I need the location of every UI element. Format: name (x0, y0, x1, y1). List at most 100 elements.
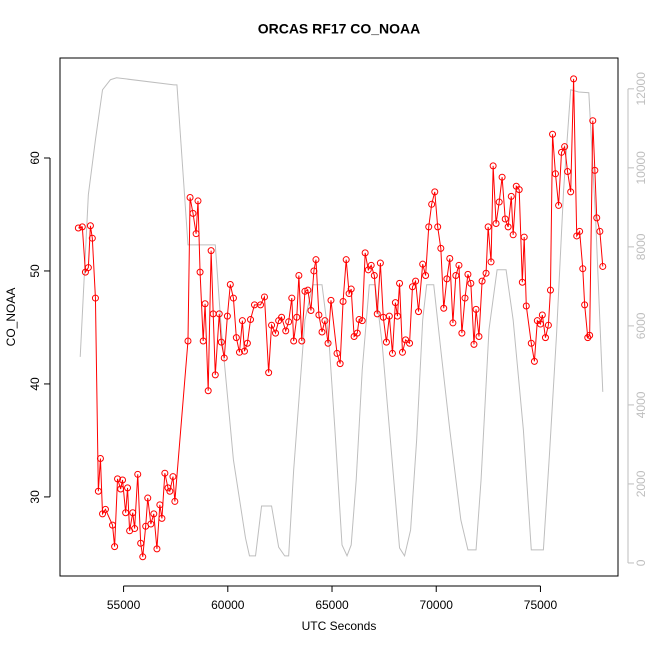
data-point (94, 487, 102, 495)
data-point (455, 261, 463, 269)
data-point (184, 337, 192, 345)
data-point (504, 223, 512, 231)
y2-tick-label: 6000 (634, 312, 648, 339)
data-point (408, 283, 416, 291)
data-point (324, 339, 332, 347)
data-point (402, 336, 410, 344)
data-point (472, 305, 480, 313)
data-point (91, 294, 99, 302)
data-point (260, 293, 268, 301)
data-point (579, 265, 587, 273)
data-point (232, 334, 240, 342)
x-tick-label: 55000 (107, 598, 141, 612)
data-point (422, 271, 430, 279)
data-point (194, 197, 202, 205)
data-point (567, 188, 575, 196)
data-point (484, 223, 492, 231)
data-point (114, 475, 122, 483)
data-point (304, 286, 312, 294)
data-point (393, 312, 401, 320)
data-point (425, 223, 433, 231)
data-point (312, 256, 320, 264)
y2-tick-label: 2000 (634, 470, 648, 497)
data-point (396, 279, 404, 287)
data-point (164, 484, 172, 492)
data-point (96, 455, 104, 463)
x-axis-label: UTC Seconds (302, 619, 377, 633)
data-point (501, 215, 509, 223)
y-tick-label: 40 (28, 377, 42, 391)
data-point (385, 312, 393, 320)
y-tick-label: 30 (28, 490, 42, 504)
data-point (586, 331, 594, 339)
data-point (243, 339, 251, 347)
data-point (192, 230, 200, 238)
x-tick-label: 60000 (211, 598, 245, 612)
data-point (139, 553, 147, 561)
data-point (527, 339, 535, 347)
data-point (538, 311, 546, 319)
y-tick-label: 60 (28, 151, 42, 165)
data-point (522, 302, 530, 310)
data-line (78, 78, 604, 557)
data-point (217, 338, 225, 346)
data-point (355, 316, 363, 324)
data-point (124, 484, 132, 492)
data-point (86, 222, 94, 230)
data-point (431, 188, 439, 196)
data-point (449, 319, 457, 327)
data-point (240, 347, 248, 355)
data-point (591, 166, 599, 174)
data-point (487, 258, 495, 266)
data-point (541, 334, 549, 342)
data-point (268, 321, 276, 329)
data-point (482, 269, 490, 277)
plot-frame (59, 57, 619, 577)
data-point (235, 348, 243, 356)
data-point (78, 223, 86, 231)
data-point (549, 130, 557, 138)
altitude-line (79, 77, 604, 558)
data-point (111, 543, 119, 551)
data-point (272, 329, 280, 337)
data-point (530, 357, 538, 365)
data-point (321, 317, 329, 325)
data-point (599, 262, 607, 270)
data-point (536, 320, 544, 328)
data-point (129, 509, 137, 517)
data-point (347, 285, 355, 293)
data-point (169, 473, 177, 481)
data-point (229, 294, 237, 302)
data-point (156, 501, 164, 509)
data-point (257, 301, 265, 309)
data-point (265, 369, 273, 377)
data-point (434, 223, 442, 231)
data-point (507, 192, 515, 200)
data-point (84, 264, 92, 272)
data-point (576, 227, 584, 235)
data-point (570, 75, 578, 83)
data-point (137, 539, 145, 547)
data-point (419, 260, 427, 268)
data-point (555, 201, 563, 209)
data-point (74, 224, 82, 232)
data-point (358, 317, 366, 325)
data-point (339, 297, 347, 305)
data-point (109, 521, 117, 529)
data-point (333, 349, 341, 357)
data-point (412, 277, 420, 285)
data-point (196, 268, 204, 276)
chart-title: ORCAS RF17 CO_NOAA (258, 21, 421, 37)
data-point (88, 234, 96, 242)
data-point (199, 337, 207, 345)
data-point (247, 316, 255, 324)
data-point (596, 227, 604, 235)
data-point (189, 209, 197, 217)
data-point (298, 337, 306, 345)
data-point (119, 476, 127, 484)
data-point (520, 233, 528, 241)
y2-tick-label: 0 (634, 559, 648, 566)
y-axis-label: CO_NOAA (4, 288, 18, 347)
data-point (204, 387, 212, 395)
data-point (498, 173, 506, 181)
